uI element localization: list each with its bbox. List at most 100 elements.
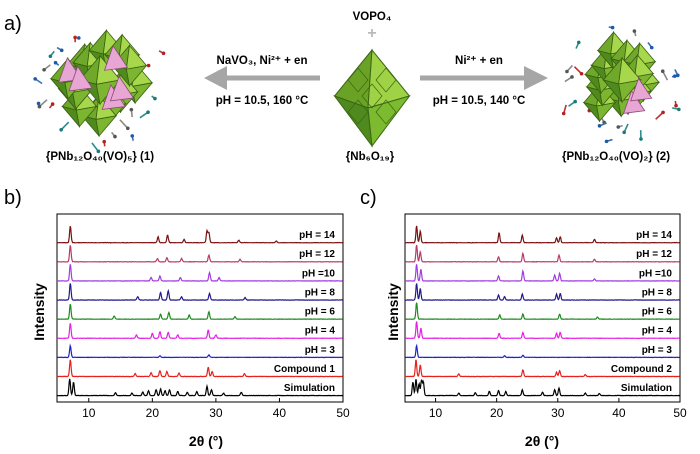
nb6o19-edge — [361, 83, 383, 109]
series-label: pH = 8 — [305, 287, 336, 298]
right-arrow-reagents: Ni²⁺ + en — [455, 55, 503, 67]
pxrd-trace-ph-14 — [404, 225, 681, 244]
x-tick-label: 50 — [673, 406, 687, 420]
pxrd-trace-ph-8 — [405, 283, 680, 301]
series-label: pH = 6 — [305, 307, 336, 318]
nb6o19-edge — [375, 67, 397, 93]
ligand-atom — [639, 137, 643, 141]
pxrd-trace-ph-8 — [57, 283, 343, 301]
panel-a-label: a) — [4, 13, 22, 35]
vopo4-label: VOPO₄ — [353, 11, 392, 23]
ligand-atom — [50, 102, 55, 106]
ligand-atom — [129, 107, 134, 112]
panel-b-ylabel: Intensity — [31, 283, 47, 341]
pxrd-trace-ph-3 — [405, 343, 680, 359]
ligand-atom — [59, 48, 64, 53]
panel-c-xlabel: 2θ (°) — [525, 433, 559, 449]
ligand-atom — [677, 107, 681, 112]
pxrd-trace-ph-3 — [57, 343, 343, 359]
ligand-atom — [561, 111, 566, 116]
ligand-atom — [153, 96, 157, 101]
nb6o19-edge — [347, 99, 369, 125]
vo5-polyhedron — [103, 44, 129, 71]
pxrd-trace-ph-4 — [56, 323, 343, 340]
vo5-polyhedron — [68, 65, 93, 92]
x-tick-label: 20 — [146, 406, 160, 420]
ligand-atom — [42, 67, 46, 72]
pxrd-trace-ph-10 — [404, 264, 680, 282]
panel-c-xrd-plot: 10 20 30 40 50 Simulation Compound 2 pH = 3 pH =… — [404, 213, 687, 420]
nb6o19-edge — [347, 67, 369, 93]
ligand-atom — [672, 74, 677, 78]
series-label: Simulation — [284, 383, 335, 394]
vo5-polyhedron — [109, 75, 135, 102]
ligand-atom — [146, 110, 150, 114]
series-label: pH = 12 — [636, 249, 672, 260]
series-label: pH = 14 — [636, 230, 672, 241]
ligand-atom — [126, 126, 130, 131]
plus-sign: + — [367, 25, 376, 42]
right-arrow-conditions: pH = 10.5, 140 °C — [433, 95, 526, 107]
ligand-atom — [573, 99, 577, 104]
pxrd-trace-ph-12 — [404, 244, 681, 263]
ligand-atom — [102, 139, 107, 144]
series-label: pH = 12 — [299, 249, 335, 260]
panel-c-label: c) — [360, 187, 377, 209]
series-label: pH =10 — [639, 268, 673, 279]
ligand-atom — [622, 130, 626, 135]
nb6o19-edge — [375, 99, 397, 125]
pxrd-trace-ph-4 — [404, 321, 680, 340]
ligand-atom — [146, 63, 151, 68]
pxrd-trace-compound-1 — [56, 359, 343, 378]
nbo6-octahedron — [602, 56, 642, 104]
left-arrow-conditions: pH = 10.5, 160 °C — [216, 95, 309, 107]
ligand-atom — [565, 69, 569, 74]
pxrd-trace-ph-14 — [56, 226, 343, 244]
x-tick-label: 40 — [612, 406, 626, 420]
compound-2-structure-image — [561, 25, 681, 144]
panel-b-xrd-plot: 10 20 30 40 50 Simulation Compound 1 pH = 3 pH =… — [56, 213, 350, 420]
pxrd-trace-ph-10 — [56, 264, 343, 282]
compound-1-caption: {PNb₁₂O₄₀(VO)₅} (1) — [46, 151, 154, 163]
pxrd-trace-ph-6 — [404, 302, 681, 321]
ligand-atom — [616, 125, 621, 129]
series-label: pH = 14 — [299, 230, 335, 241]
ligand-atom — [113, 134, 117, 139]
right-reaction-arrow — [420, 66, 548, 90]
series-label: pH = 3 — [642, 345, 673, 356]
x-tick-label: 20 — [490, 406, 504, 420]
ligand-atom — [676, 73, 680, 78]
ligand-atom — [649, 45, 654, 50]
series-label: Simulation — [621, 383, 672, 394]
ligand-atom — [161, 51, 166, 56]
ligand-atom — [59, 127, 63, 132]
ligand-atom — [53, 60, 58, 65]
ligand-atom — [604, 139, 609, 144]
compound-2-caption: {PNb₁₂O₄₀(VO)₂} (2) — [562, 151, 670, 163]
x-tick-label: 40 — [273, 406, 287, 420]
plot-frame — [404, 213, 681, 403]
x-tick-label: 30 — [551, 406, 565, 420]
ligand-atom — [33, 77, 37, 81]
left-reaction-arrow — [204, 66, 320, 90]
plot-frame — [56, 213, 344, 403]
compound-1-structure-image — [33, 29, 166, 154]
pxrd-trace-simulation — [56, 378, 343, 397]
ligand-atom — [661, 110, 665, 115]
nb6o19-octahedron-image — [333, 48, 411, 148]
panel-b-label: b) — [4, 187, 22, 209]
ligand-atom — [674, 103, 678, 108]
pxrd-trace-simulation — [404, 379, 680, 397]
series-label: pH = 3 — [305, 345, 336, 356]
ligand-atom — [660, 69, 665, 74]
ligand-atom — [76, 36, 81, 40]
panel-c-ylabel: Intensity — [385, 283, 401, 341]
x-tick-label: 50 — [336, 406, 350, 420]
ligand-atom — [37, 104, 42, 109]
series-label: Compound 1 — [274, 364, 336, 375]
ligand-atom — [610, 25, 615, 30]
ligand-atom — [597, 124, 602, 128]
ligand-atom — [579, 71, 584, 76]
